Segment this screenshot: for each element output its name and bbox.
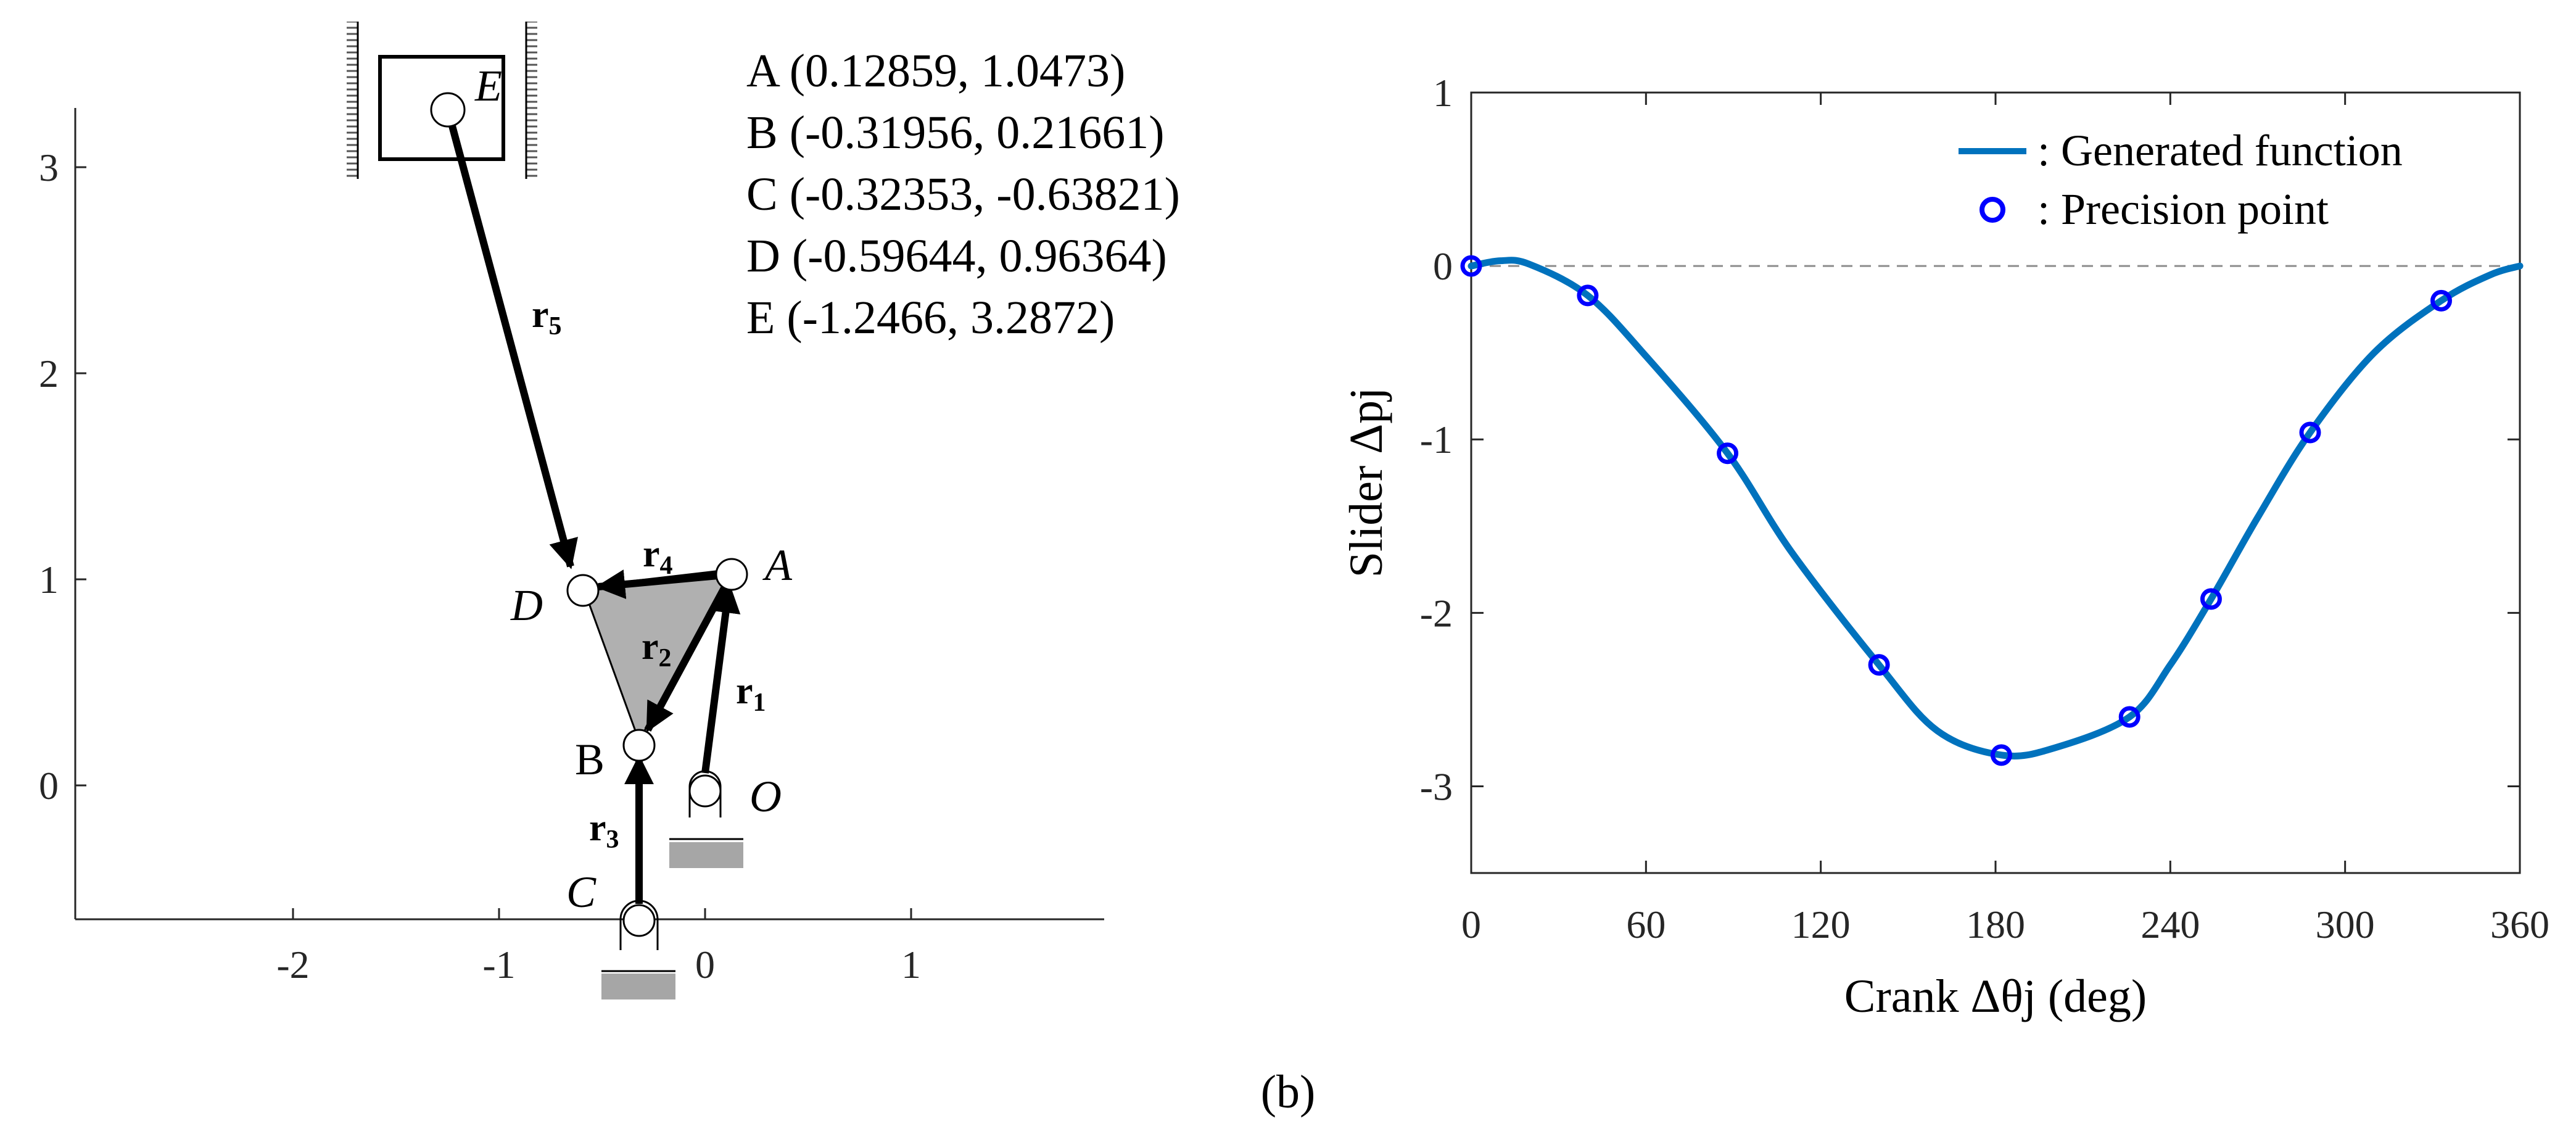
link-r4	[595, 569, 732, 599]
joint-D	[566, 574, 600, 607]
joints	[430, 92, 748, 937]
label-r2: r2	[642, 626, 672, 672]
mech-x-tick-label: -1	[482, 943, 515, 987]
precision-point	[1868, 654, 1890, 676]
link-r5	[444, 109, 578, 569]
mech-y-tick-label: 1	[39, 558, 59, 602]
coord-A: A (0.12859, 1.0473)	[746, 45, 1125, 97]
mech-x-tick-label: -2	[276, 943, 309, 987]
x-tick-label: 120	[1791, 903, 1851, 946]
precision-point	[2430, 289, 2452, 312]
mech-x-tick-label: 1	[901, 943, 921, 987]
y-axis-label: Slider Δpj	[1340, 387, 1392, 578]
label-O: O	[749, 772, 782, 821]
mechanism-panel: -2 -1 0 1 0 1 2 3	[39, 22, 1180, 999]
series-precision-points	[1460, 255, 2452, 766]
mech-y-tick-label: 2	[39, 352, 59, 395]
precision-point	[1460, 255, 1482, 277]
label-r1: r1	[736, 670, 766, 717]
label-B: B	[575, 735, 605, 784]
coordinate-list: A (0.12859, 1.0473) B (-0.31956, 0.21661…	[746, 45, 1180, 344]
coord-E: E (-1.2466, 3.2872)	[746, 292, 1115, 344]
precision-point	[1990, 744, 2012, 766]
x-tick-label: 240	[2140, 903, 2200, 946]
vector-links	[444, 109, 741, 904]
chart-panel: 0 60 120 180 240 300 360 1 0 -1 -2 -3 : Generated f…	[1340, 71, 2549, 1022]
x-tick-label: 300	[2316, 903, 2375, 946]
joint-A	[715, 558, 748, 591]
figure-caption: (b)	[1261, 1066, 1316, 1118]
legend-label-generated: : Generated function	[2037, 126, 2403, 175]
legend-label-precision: : Precision point	[2037, 184, 2329, 234]
joint-C	[622, 904, 656, 937]
x-axis-label: Crank Δθj (deg)	[1844, 970, 2147, 1022]
label-A: A	[762, 540, 793, 590]
precision-point	[1577, 284, 1599, 307]
y-tick-label: -3	[1420, 764, 1453, 808]
slider-block	[347, 22, 537, 179]
x-tick-label: 60	[1626, 903, 1666, 946]
precision-point	[2118, 706, 2140, 728]
label-r3: r3	[589, 807, 619, 854]
ground-support-O	[669, 770, 743, 868]
link-r1	[701, 583, 741, 774]
mech-y-tick-label: 3	[39, 146, 59, 189]
precision-point	[2200, 588, 2222, 610]
coord-D: D (-0.59644, 0.96364)	[746, 230, 1167, 282]
label-r5: r5	[532, 294, 562, 341]
mech-x-tick-label: 0	[695, 943, 715, 987]
joint-E	[430, 92, 466, 128]
joint-O	[688, 774, 722, 808]
ground-support-C	[601, 900, 675, 999]
label-C: C	[566, 867, 597, 917]
y-tick-label: 0	[1433, 244, 1453, 288]
coord-C: C (-0.32353, -0.63821)	[746, 168, 1180, 220]
legend-marker-swatch	[1979, 197, 2005, 223]
legend: : Generated function : Precision point	[1959, 126, 2403, 234]
precision-point	[2299, 421, 2321, 444]
plot-frame	[1470, 91, 2521, 874]
y-tick-label: -2	[1420, 591, 1453, 635]
chart-ticks: 0 60 120 180 240 300 360 1 0 -1 -2 -3	[1420, 71, 2549, 946]
x-tick-label: 180	[1966, 903, 2025, 946]
y-tick-label: 1	[1433, 71, 1453, 115]
x-tick-label: 0	[1461, 903, 1481, 946]
series-generated-function-line	[1468, 257, 2524, 759]
y-tick-label: -1	[1420, 418, 1453, 461]
label-r4: r4	[643, 533, 673, 580]
mech-y-ticks: 0 1 2 3	[39, 146, 86, 808]
x-tick-label: 360	[2490, 903, 2549, 946]
joint-B	[622, 729, 656, 762]
mech-x-ticks: -2 -1 0 1	[276, 908, 921, 987]
precision-point	[1717, 442, 1739, 465]
label-D: D	[510, 581, 543, 630]
coord-B: B (-0.31956, 0.21661)	[746, 107, 1165, 159]
mech-y-tick-label: 0	[39, 764, 59, 808]
label-E: E	[474, 61, 502, 110]
